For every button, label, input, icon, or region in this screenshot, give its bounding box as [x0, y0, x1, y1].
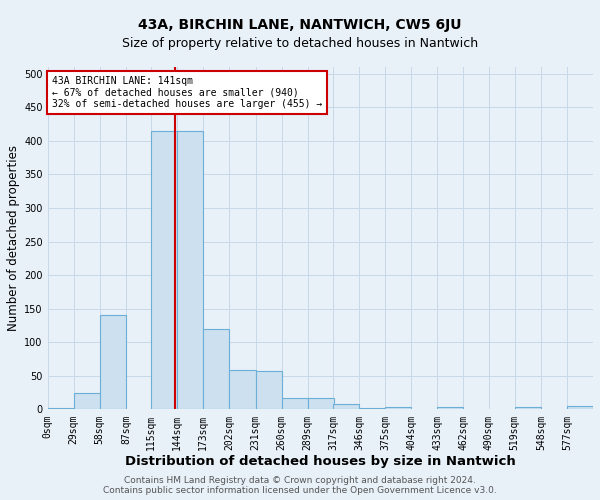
Text: 43A, BIRCHIN LANE, NANTWICH, CW5 6JU: 43A, BIRCHIN LANE, NANTWICH, CW5 6JU: [138, 18, 462, 32]
Bar: [256, 371, 281, 410]
Bar: [437, 408, 463, 410]
Text: Contains HM Land Registry data © Crown copyright and database right 2024.: Contains HM Land Registry data © Crown c…: [124, 476, 476, 485]
Bar: [100, 316, 126, 410]
Bar: [359, 408, 385, 410]
Bar: [515, 408, 541, 410]
Bar: [333, 404, 359, 409]
Y-axis label: Number of detached properties: Number of detached properties: [7, 145, 20, 331]
Text: Size of property relative to detached houses in Nantwich: Size of property relative to detached ho…: [122, 38, 478, 51]
Bar: [74, 392, 100, 409]
Bar: [281, 398, 308, 409]
Bar: [567, 406, 593, 409]
Bar: [385, 408, 411, 410]
Bar: [177, 130, 203, 409]
X-axis label: Distribution of detached houses by size in Nantwich: Distribution of detached houses by size …: [125, 455, 516, 468]
Bar: [203, 329, 229, 409]
Text: Contains public sector information licensed under the Open Government Licence v3: Contains public sector information licen…: [103, 486, 497, 495]
Bar: [229, 370, 256, 410]
Bar: [308, 398, 334, 409]
Text: 43A BIRCHIN LANE: 141sqm
← 67% of detached houses are smaller (940)
32% of semi-: 43A BIRCHIN LANE: 141sqm ← 67% of detach…: [52, 76, 322, 109]
Bar: [151, 130, 177, 409]
Bar: [47, 408, 74, 410]
